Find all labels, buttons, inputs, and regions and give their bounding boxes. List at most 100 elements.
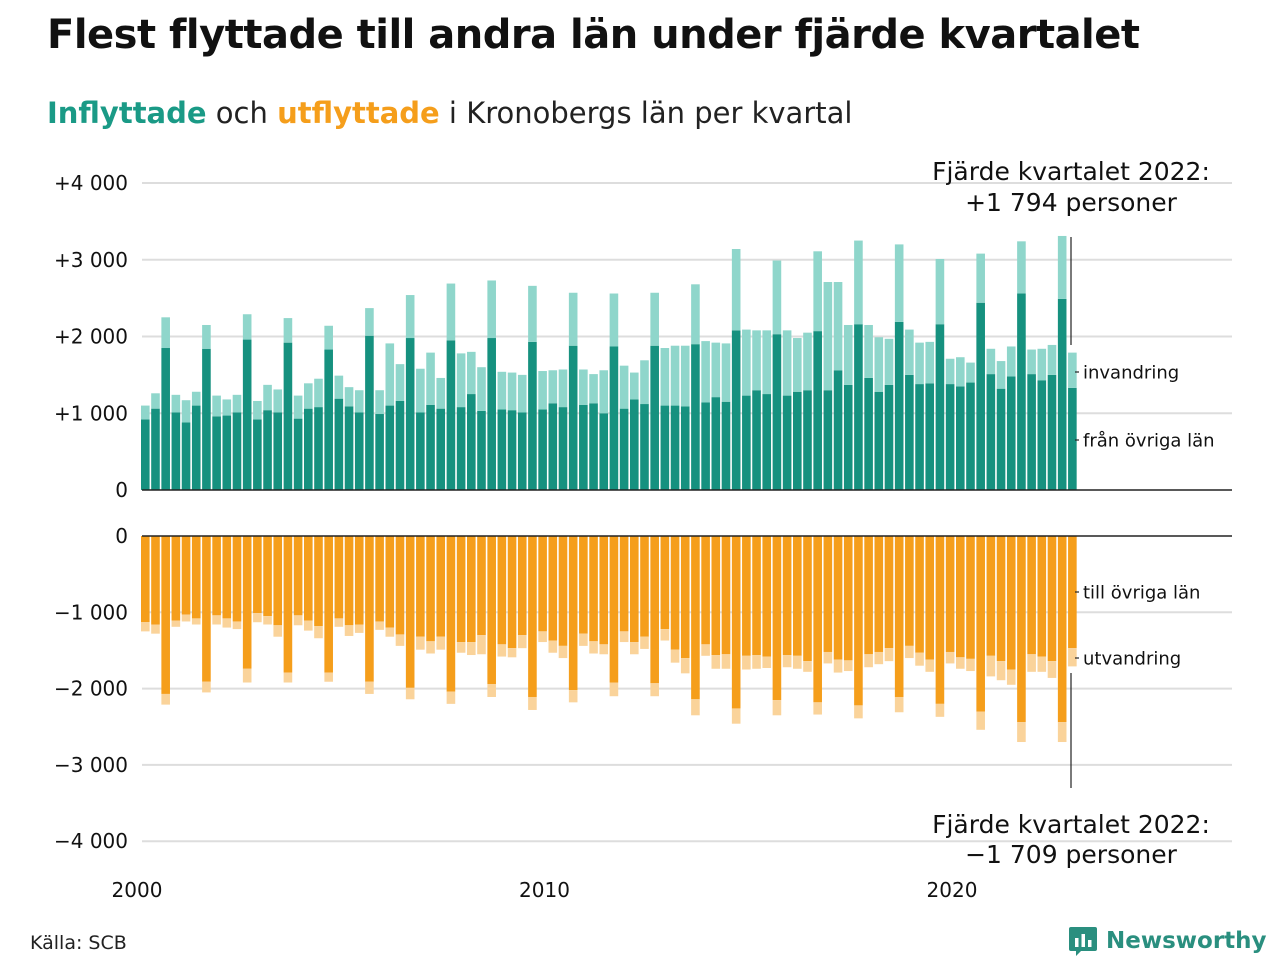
bar-in-domestic — [242, 339, 252, 490]
bar-immigration — [650, 292, 659, 346]
bar-out-domestic — [650, 536, 659, 684]
bar-out-domestic — [538, 536, 547, 632]
bar-in-domestic — [212, 416, 221, 490]
bar-out-domestic — [253, 536, 262, 614]
bar-in-domestic — [772, 334, 782, 490]
bar-immigration — [793, 338, 802, 392]
bar-in-domestic — [395, 400, 405, 490]
subtitle-och: och — [206, 96, 278, 130]
bar-emigration — [497, 644, 507, 657]
bar-in-domestic — [721, 401, 731, 490]
bar-in-domestic — [497, 409, 507, 490]
annotation-top-line2: +1 794 personer — [965, 188, 1178, 217]
bar-emigration — [803, 661, 812, 672]
bar-immigration — [752, 330, 761, 391]
bar-in-domestic — [905, 374, 914, 490]
y-tick-label-bottom: −2 000 — [54, 677, 128, 701]
bar-emigration — [640, 636, 649, 649]
bar-in-domestic — [354, 412, 364, 490]
bar-emigration — [405, 687, 415, 700]
bar-out-domestic — [456, 536, 466, 643]
bar-in-domestic — [731, 330, 741, 490]
bar-out-domestic — [599, 536, 609, 645]
bar-out-domestic — [232, 536, 242, 622]
bar-emigration — [538, 631, 547, 643]
bar-emigration — [956, 657, 965, 669]
bar-out-domestic — [772, 536, 782, 701]
bar-immigration — [843, 324, 853, 385]
bar-emigration — [711, 655, 721, 669]
bar-in-domestic — [171, 412, 181, 490]
bar-out-domestic — [375, 536, 384, 622]
bar-in-domestic — [161, 348, 170, 490]
bar-in-domestic — [314, 407, 323, 490]
bar-in-domestic — [742, 395, 751, 490]
bar-out-domestic — [304, 536, 313, 621]
bar-out-domestic — [344, 536, 354, 626]
bar-emigration — [467, 642, 476, 656]
bar-emigration — [772, 700, 782, 716]
bar-in-domestic — [803, 390, 812, 490]
bar-immigration — [609, 293, 619, 347]
bar-in-domestic — [181, 422, 191, 490]
series-label-emigration: utvandring — [1083, 649, 1181, 670]
bar-emigration — [579, 633, 588, 646]
bar-in-domestic — [782, 395, 792, 490]
bar-immigration — [711, 342, 721, 398]
bar-emigration — [161, 693, 170, 705]
bar-in-domestic — [935, 324, 945, 490]
bar-emigration — [823, 651, 833, 664]
bar-emigration — [263, 616, 272, 625]
bar-emigration — [141, 622, 150, 632]
bar-in-domestic — [711, 397, 721, 490]
bar-out-domestic — [945, 536, 955, 652]
bar-immigration — [996, 361, 1006, 389]
bar-out-domestic — [1006, 536, 1016, 670]
bar-in-domestic — [426, 404, 435, 490]
bar-immigration — [966, 362, 975, 383]
bar-immigration — [242, 314, 252, 340]
bar-in-domestic — [1068, 387, 1077, 490]
bar-immigration — [884, 338, 894, 385]
bar-in-domestic — [558, 407, 568, 490]
bar-in-domestic — [915, 384, 924, 490]
bar-immigration — [161, 317, 170, 349]
bar-emigration — [630, 642, 639, 655]
bar-out-domestic — [793, 536, 802, 656]
bar-in-domestic — [548, 403, 558, 490]
bar-out-domestic — [731, 536, 741, 709]
bar-in-domestic — [202, 348, 211, 490]
bar-in-domestic — [894, 321, 904, 490]
bar-emigration — [721, 654, 731, 669]
bar-emigration — [365, 681, 374, 694]
bar-in-domestic — [141, 419, 150, 490]
bar-immigration — [874, 337, 884, 392]
bar-in-domestic — [191, 405, 201, 490]
bar-in-domestic — [660, 405, 670, 490]
newsworthy-logo: Newsworthy — [1068, 924, 1267, 958]
bar-immigration — [640, 360, 649, 405]
bar-out-domestic — [354, 536, 364, 625]
bar-emigration — [894, 696, 904, 713]
bar-emigration — [813, 702, 822, 715]
bar-in-domestic — [446, 340, 456, 490]
bar-out-domestic — [854, 536, 863, 706]
bar-in-domestic — [334, 398, 344, 490]
bar-immigration — [181, 400, 191, 423]
bar-immigration — [670, 345, 680, 406]
bar-emigration — [650, 683, 659, 697]
bar-out-domestic — [161, 536, 170, 694]
bar-immigration — [151, 393, 160, 409]
bar-emigration — [609, 682, 619, 697]
bar-in-domestic — [283, 342, 293, 490]
bar-out-domestic — [986, 536, 996, 656]
bar-immigration — [395, 364, 405, 401]
bar-immigration — [833, 282, 843, 371]
bar-in-domestic — [752, 390, 761, 490]
bar-emigration — [762, 656, 772, 668]
bar-out-domestic — [293, 536, 303, 616]
bar-in-domestic — [416, 412, 425, 490]
y-tick-label-bottom: −4 000 — [54, 829, 128, 853]
bar-immigration — [324, 325, 333, 350]
bar-in-domestic — [823, 390, 833, 490]
